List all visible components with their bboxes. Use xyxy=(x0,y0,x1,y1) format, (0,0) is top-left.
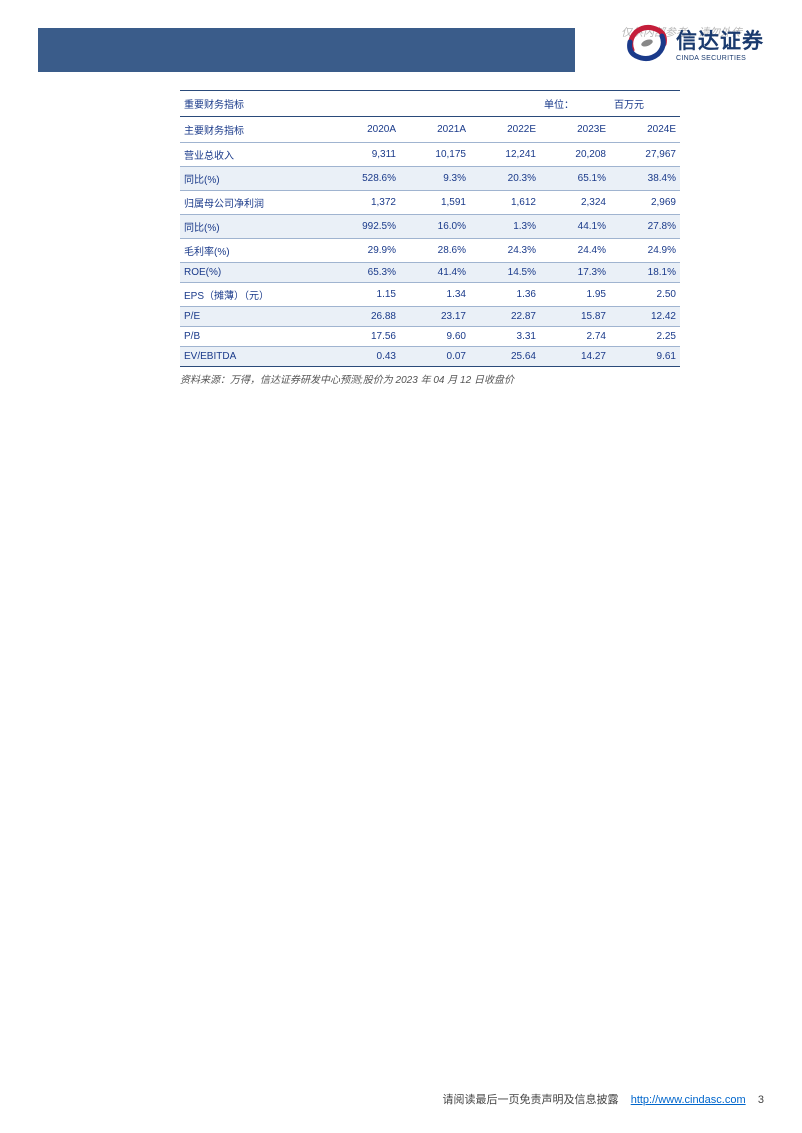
cell-value: 12.42 xyxy=(610,307,680,327)
col-header: 2020A xyxy=(330,117,400,143)
footer-link[interactable]: http://www.cindasc.com xyxy=(631,1094,746,1106)
swirl-icon xyxy=(624,20,670,66)
company-logo: 信达证券 CINDA SECURITIES xyxy=(624,20,764,66)
table-row: 毛利率(%)29.9%28.6%24.3%24.4%24.9% xyxy=(180,239,680,263)
cell-value: 65.3% xyxy=(330,263,400,283)
unit-label: 单位： xyxy=(540,91,610,117)
cell-value: 29.9% xyxy=(330,239,400,263)
cell-value: 24.4% xyxy=(540,239,610,263)
cell-value: 0.07 xyxy=(400,347,470,367)
row-label: ROE(%) xyxy=(180,263,330,283)
cell-value: 22.87 xyxy=(470,307,540,327)
cell-value: 24.3% xyxy=(470,239,540,263)
table-row: 营业总收入9,31110,17512,24120,20827,967 xyxy=(180,143,680,167)
cell-value: 65.1% xyxy=(540,167,610,191)
source-note: 资料来源：万得，信达证券研发中心预测;股价为 2023 年 04 月 12 日收… xyxy=(180,371,680,386)
table-title: 重要财务指标 xyxy=(180,91,470,117)
table-header-row: 主要财务指标 2020A 2021A 2022E 2023E 2024E xyxy=(180,117,680,143)
cell-value: 1,591 xyxy=(400,191,470,215)
table-row: EPS（摊薄）（元）1.151.341.361.952.50 xyxy=(180,283,680,307)
table-title-row: 重要财务指标 单位： 百万元 xyxy=(180,91,680,117)
cell-value: 17.3% xyxy=(540,263,610,283)
cell-value: 1.34 xyxy=(400,283,470,307)
col-header: 2022E xyxy=(470,117,540,143)
cell-value: 2.50 xyxy=(610,283,680,307)
col-header: 2021A xyxy=(400,117,470,143)
cell-value: 1,372 xyxy=(330,191,400,215)
table-row: 归属母公司净利润1,3721,5911,6122,3242,969 xyxy=(180,191,680,215)
financial-table-container: 重要财务指标 单位： 百万元 主要财务指标 2020A 2021A 2022E … xyxy=(180,90,680,386)
row-label: 毛利率(%) xyxy=(180,239,330,263)
unit-spacer xyxy=(470,91,540,117)
cell-value: 38.4% xyxy=(610,167,680,191)
col-header: 2024E xyxy=(610,117,680,143)
cell-value: 20,208 xyxy=(540,143,610,167)
cell-value: 2.74 xyxy=(540,327,610,347)
col-header: 主要财务指标 xyxy=(180,117,330,143)
cell-value: 24.9% xyxy=(610,239,680,263)
row-label: P/E xyxy=(180,307,330,327)
col-header: 2023E xyxy=(540,117,610,143)
cell-value: 44.1% xyxy=(540,215,610,239)
company-name-en: CINDA SECURITIES xyxy=(676,55,764,62)
cell-value: 18.1% xyxy=(610,263,680,283)
header-bar xyxy=(38,28,575,72)
table-row: P/B17.569.603.312.742.25 xyxy=(180,327,680,347)
cell-value: 14.27 xyxy=(540,347,610,367)
unit-value: 百万元 xyxy=(610,91,680,117)
cell-value: 1.3% xyxy=(470,215,540,239)
table-row: 同比(%)528.6%9.3%20.3%65.1%38.4% xyxy=(180,167,680,191)
cell-value: 25.64 xyxy=(470,347,540,367)
row-label: EV/EBITDA xyxy=(180,347,330,367)
table-row: P/E26.8823.1722.8715.8712.42 xyxy=(180,307,680,327)
cell-value: 9,311 xyxy=(330,143,400,167)
cell-value: 14.5% xyxy=(470,263,540,283)
row-label: EPS（摊薄）（元） xyxy=(180,283,330,307)
table-row: ROE(%)65.3%41.4%14.5%17.3%18.1% xyxy=(180,263,680,283)
row-label: 营业总收入 xyxy=(180,143,330,167)
cell-value: 28.6% xyxy=(400,239,470,263)
cell-value: 27.8% xyxy=(610,215,680,239)
cell-value: 528.6% xyxy=(330,167,400,191)
row-label: P/B xyxy=(180,327,330,347)
cell-value: 1.36 xyxy=(470,283,540,307)
cell-value: 23.17 xyxy=(400,307,470,327)
cell-value: 2,969 xyxy=(610,191,680,215)
disclaimer-text: 请阅读最后一页免责声明及信息披露 xyxy=(442,1094,618,1106)
cell-value: 1,612 xyxy=(470,191,540,215)
cell-value: 0.43 xyxy=(330,347,400,367)
financial-table: 重要财务指标 单位： 百万元 主要财务指标 2020A 2021A 2022E … xyxy=(180,90,680,367)
cell-value: 12,241 xyxy=(470,143,540,167)
cell-value: 20.3% xyxy=(470,167,540,191)
cell-value: 9.60 xyxy=(400,327,470,347)
cell-value: 10,175 xyxy=(400,143,470,167)
cell-value: 3.31 xyxy=(470,327,540,347)
table-row: 同比(%)992.5%16.0%1.3%44.1%27.8% xyxy=(180,215,680,239)
table-row: EV/EBITDA0.430.0725.6414.279.61 xyxy=(180,347,680,367)
page-footer: 请阅读最后一页免责声明及信息披露 http://www.cindasc.com … xyxy=(442,1091,764,1107)
cell-value: 41.4% xyxy=(400,263,470,283)
cell-value: 2.25 xyxy=(610,327,680,347)
cell-value: 992.5% xyxy=(330,215,400,239)
cell-value: 17.56 xyxy=(330,327,400,347)
cell-value: 9.61 xyxy=(610,347,680,367)
cell-value: 1.15 xyxy=(330,283,400,307)
cell-value: 26.88 xyxy=(330,307,400,327)
page-number: 3 xyxy=(758,1094,764,1106)
cell-value: 1.95 xyxy=(540,283,610,307)
company-name-cn: 信达证券 xyxy=(676,25,764,55)
cell-value: 15.87 xyxy=(540,307,610,327)
cell-value: 9.3% xyxy=(400,167,470,191)
cell-value: 2,324 xyxy=(540,191,610,215)
row-label: 同比(%) xyxy=(180,167,330,191)
row-label: 归属母公司净利润 xyxy=(180,191,330,215)
cell-value: 16.0% xyxy=(400,215,470,239)
cell-value: 27,967 xyxy=(610,143,680,167)
row-label: 同比(%) xyxy=(180,215,330,239)
